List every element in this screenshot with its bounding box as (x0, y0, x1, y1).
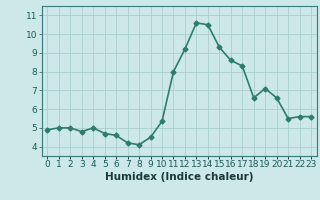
X-axis label: Humidex (Indice chaleur): Humidex (Indice chaleur) (105, 172, 253, 182)
